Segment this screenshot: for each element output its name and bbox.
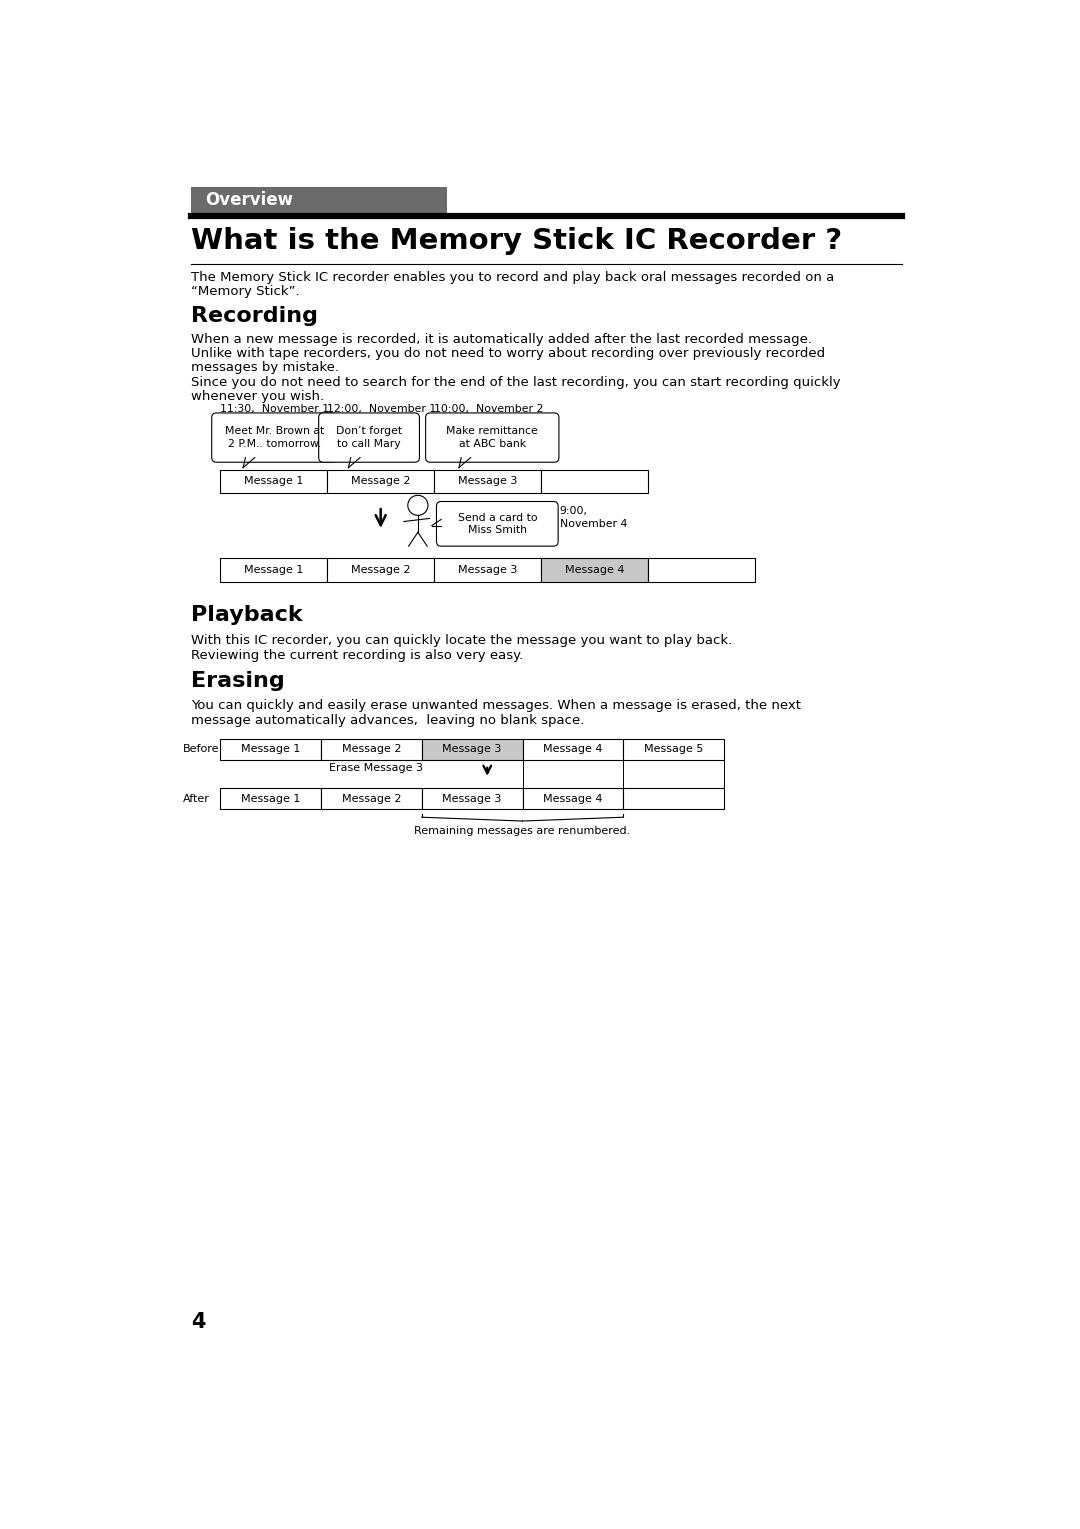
Text: Message 3: Message 3 bbox=[458, 477, 517, 486]
Text: Message 3: Message 3 bbox=[443, 745, 502, 754]
Text: Erasing: Erasing bbox=[191, 671, 284, 691]
Bar bbox=[422, 739, 523, 760]
FancyBboxPatch shape bbox=[426, 413, 559, 462]
Bar bbox=[541, 558, 648, 581]
Bar bbox=[321, 787, 422, 809]
Bar bbox=[541, 469, 648, 492]
Text: Before: Before bbox=[183, 745, 219, 754]
Bar bbox=[220, 787, 321, 809]
Text: Playback: Playback bbox=[191, 604, 302, 625]
Text: Message 3: Message 3 bbox=[458, 566, 517, 575]
Text: Message 2: Message 2 bbox=[351, 477, 410, 486]
Text: message automatically advances,  leaving no blank space.: message automatically advances, leaving … bbox=[191, 714, 584, 726]
Text: messages by mistake.: messages by mistake. bbox=[191, 361, 339, 375]
Bar bbox=[220, 469, 327, 492]
Bar bbox=[523, 739, 623, 760]
Text: Message 4: Message 4 bbox=[543, 745, 603, 754]
Bar bbox=[623, 787, 724, 809]
Text: With this IC recorder, you can quickly locate the message you want to play back.: With this IC recorder, you can quickly l… bbox=[191, 635, 732, 647]
Text: Message 2: Message 2 bbox=[351, 566, 410, 575]
Text: Message 4: Message 4 bbox=[565, 566, 624, 575]
Text: “Memory Stick”.: “Memory Stick”. bbox=[191, 284, 299, 298]
Text: Message 5: Message 5 bbox=[644, 745, 703, 754]
Text: Message 3: Message 3 bbox=[443, 794, 502, 804]
Text: Message 1: Message 1 bbox=[241, 745, 300, 754]
Bar bbox=[220, 739, 321, 760]
Text: Make remittance
at ABC bank: Make remittance at ABC bank bbox=[446, 427, 538, 450]
Text: The Memory Stick IC recorder enables you to record and play back oral messages r: The Memory Stick IC recorder enables you… bbox=[191, 271, 834, 284]
Text: You can quickly and easily erase unwanted messages. When a message is erased, th: You can quickly and easily erase unwante… bbox=[191, 699, 800, 713]
Text: What is the Memory Stick IC Recorder ?: What is the Memory Stick IC Recorder ? bbox=[191, 228, 842, 255]
Text: whenever you wish.: whenever you wish. bbox=[191, 390, 324, 402]
FancyBboxPatch shape bbox=[212, 413, 337, 462]
Text: Don’t forget
to call Mary: Don’t forget to call Mary bbox=[336, 427, 402, 450]
Bar bbox=[434, 469, 541, 492]
Text: Message 2: Message 2 bbox=[341, 745, 401, 754]
Text: Unlike with tape recorders, you do not need to worry about recording over previo: Unlike with tape recorders, you do not n… bbox=[191, 347, 825, 361]
Text: Meet Mr. Brown at
2 P.M.. tomorrow.: Meet Mr. Brown at 2 P.M.. tomorrow. bbox=[225, 427, 324, 450]
Text: Remaining messages are renumbered.: Remaining messages are renumbered. bbox=[415, 826, 631, 836]
Text: Since you do not need to search for the end of the last recording, you can start: Since you do not need to search for the … bbox=[191, 376, 840, 388]
Bar bbox=[327, 558, 434, 581]
Text: Message 4: Message 4 bbox=[543, 794, 603, 804]
Bar bbox=[648, 558, 755, 581]
Text: 9:00,
November 4: 9:00, November 4 bbox=[559, 506, 627, 529]
Bar bbox=[434, 558, 541, 581]
Bar bbox=[422, 787, 523, 809]
Text: 11:30,  November 1: 11:30, November 1 bbox=[220, 405, 329, 414]
Text: Message 1: Message 1 bbox=[244, 566, 303, 575]
Text: When a new message is recorded, it is automatically added after the last recorde: When a new message is recorded, it is au… bbox=[191, 333, 812, 346]
FancyBboxPatch shape bbox=[319, 413, 419, 462]
Bar bbox=[321, 739, 422, 760]
Text: 12:00,  November 1: 12:00, November 1 bbox=[327, 405, 436, 414]
Text: Send a card to
Miss Smith: Send a card to Miss Smith bbox=[458, 512, 537, 535]
Circle shape bbox=[408, 495, 428, 515]
Bar bbox=[523, 787, 623, 809]
Text: Recording: Recording bbox=[191, 306, 318, 326]
FancyBboxPatch shape bbox=[436, 502, 558, 546]
Text: 10:00,  November 2: 10:00, November 2 bbox=[434, 405, 543, 414]
Bar bbox=[623, 739, 724, 760]
Text: Message 1: Message 1 bbox=[241, 794, 300, 804]
Text: Message 1: Message 1 bbox=[244, 477, 303, 486]
Text: Reviewing the current recording is also very easy.: Reviewing the current recording is also … bbox=[191, 648, 523, 662]
Bar bbox=[220, 558, 327, 581]
Text: Erase Message 3: Erase Message 3 bbox=[328, 763, 422, 774]
Text: After: After bbox=[183, 794, 210, 804]
Text: Overview: Overview bbox=[205, 191, 293, 209]
Bar bbox=[327, 469, 434, 492]
FancyBboxPatch shape bbox=[191, 188, 446, 214]
Text: Message 2: Message 2 bbox=[341, 794, 401, 804]
Text: 4: 4 bbox=[191, 1312, 205, 1332]
